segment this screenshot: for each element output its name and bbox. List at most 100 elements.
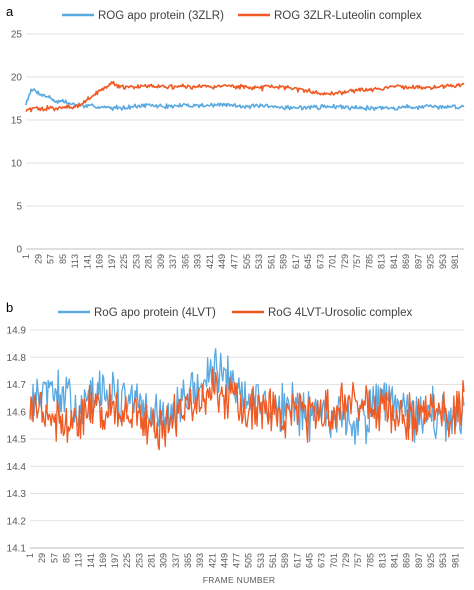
x-tick-label-a-20: 561 <box>266 254 276 269</box>
panel-label-b: b <box>6 300 13 315</box>
x-tick-label-b-0: 1 <box>25 553 35 558</box>
x-tick-label-b-31: 869 <box>402 553 412 568</box>
y-axis-a: 0 5 10 15 20 25 <box>11 30 23 256</box>
x-tick-label-b-2: 57 <box>49 553 59 563</box>
x-axis-a: 1 29 57 85 113 141 169 197 225 253 281 309 337 365 393… <box>21 248 464 269</box>
x-tick-label-a-18: 505 <box>242 254 252 269</box>
x-tick-label-b-34: 953 <box>438 553 448 568</box>
y-tick-label-b-7: 14.8 <box>7 353 27 364</box>
x-tick-label-b-25: 701 <box>329 553 339 568</box>
y-tick-label-a-4: 20 <box>11 73 23 84</box>
plot-area-a <box>25 80 465 113</box>
x-tick-label-b-23: 645 <box>304 553 314 568</box>
x-tick-label-a-16: 449 <box>217 254 227 269</box>
x-tick-label-b-7: 197 <box>110 553 120 568</box>
y-tick-label-b-2: 14.3 <box>7 489 27 500</box>
chart-panel-a: a ROG apo protein (3ZLR) ROG 3ZLR-Luteol… <box>6 4 465 269</box>
x-tick-label-a-15: 421 <box>205 254 215 269</box>
y-tick-label-a-1: 5 <box>16 202 22 213</box>
x-tick-label-a-21: 589 <box>279 254 289 269</box>
legend-label-b-0: RoG apo protein (4LVT) <box>94 307 216 319</box>
x-tick-label-b-6: 169 <box>98 553 108 568</box>
x-tick-label-a-9: 253 <box>131 254 141 269</box>
y-tick-label-b-1: 14.2 <box>7 516 27 527</box>
legend-a: ROG apo protein (3ZLR) ROG 3ZLR-Luteolin… <box>62 10 422 22</box>
x-tick-label-b-4: 113 <box>74 553 84 567</box>
x-tick-label-b-12: 337 <box>171 553 181 568</box>
x-tick-label-a-24: 673 <box>315 254 325 269</box>
x-tick-label-a-25: 701 <box>328 254 338 269</box>
x-tick-label-b-28: 785 <box>365 553 375 568</box>
panel-label-a: a <box>6 4 14 19</box>
x-tick-label-b-33: 925 <box>426 553 436 568</box>
x-tick-label-a-22: 617 <box>291 254 301 269</box>
x-tick-label-a-28: 785 <box>364 254 374 269</box>
x-tick-label-b-30: 841 <box>390 553 400 568</box>
x-tick-label-a-8: 225 <box>119 254 129 269</box>
y-tick-label-b-0: 14.1 <box>7 544 27 555</box>
x-tick-label-a-30: 841 <box>389 254 399 269</box>
legend-label-a-0: ROG apo protein (3ZLR) <box>98 10 224 22</box>
x-tick-label-b-8: 225 <box>122 553 132 568</box>
x-tick-label-b-19: 533 <box>256 553 266 568</box>
x-tick-label-a-23: 645 <box>303 254 313 269</box>
x-tick-label-b-26: 729 <box>341 553 351 568</box>
x-tick-label-b-27: 757 <box>353 553 363 568</box>
x-tick-label-a-7: 197 <box>107 254 117 269</box>
x-tick-label-a-10: 281 <box>144 254 154 269</box>
x-tick-label-b-21: 589 <box>280 553 290 568</box>
x-tick-label-a-2: 57 <box>46 254 56 264</box>
chart-panel-b: b RoG apo protein (4LVT) RoG 4LVT-Urosol… <box>6 300 465 585</box>
x-tick-label-a-31: 869 <box>401 254 411 269</box>
series-line-b-1 <box>29 368 465 451</box>
x-tick-label-a-35: 981 <box>450 254 460 269</box>
x-tick-label-b-14: 393 <box>195 553 205 568</box>
y-tick-label-b-5: 14.6 <box>7 407 27 418</box>
x-tick-label-b-5: 141 <box>86 553 96 568</box>
legend-label-a-1: ROG 3ZLR-Luteolin complex <box>274 10 422 22</box>
y-tick-label-a-5: 25 <box>11 30 23 41</box>
x-axis-title-b: FRAME NUMBER <box>203 575 276 585</box>
x-tick-label-a-6: 169 <box>95 254 105 269</box>
x-tick-label-b-24: 673 <box>317 553 327 568</box>
series-line-a-1 <box>25 80 465 113</box>
x-tick-label-b-1: 29 <box>37 553 47 563</box>
x-tick-label-a-3: 85 <box>58 254 68 264</box>
y-tick-label-b-6: 14.7 <box>7 380 27 391</box>
x-tick-label-a-26: 729 <box>340 254 350 269</box>
series-line-a-0 <box>25 88 465 112</box>
legend-b: RoG apo protein (4LVT) RoG 4LVT-Urosolic… <box>58 307 412 319</box>
x-tick-label-a-0: 1 <box>21 254 31 259</box>
x-tick-label-a-12: 337 <box>168 254 178 269</box>
x-tick-label-a-27: 757 <box>352 254 362 269</box>
x-tick-label-a-14: 393 <box>193 254 203 269</box>
x-tick-label-b-20: 561 <box>268 553 278 568</box>
x-tick-label-b-22: 617 <box>292 553 302 568</box>
x-tick-label-a-13: 365 <box>180 254 190 269</box>
x-tick-label-b-9: 253 <box>134 553 144 568</box>
legend-label-b-1: RoG 4LVT-Urosolic complex <box>268 307 412 319</box>
y-tick-label-a-2: 10 <box>11 159 23 170</box>
x-tick-label-a-34: 953 <box>438 254 448 269</box>
y-tick-label-b-3: 14.4 <box>7 462 27 473</box>
x-tick-label-b-32: 897 <box>414 553 424 568</box>
x-tick-label-b-3: 85 <box>61 553 71 563</box>
x-tick-label-b-17: 477 <box>232 553 242 568</box>
x-tick-label-a-29: 813 <box>377 254 387 269</box>
x-tick-label-a-4: 113 <box>70 254 80 268</box>
x-tick-label-a-5: 141 <box>82 254 92 269</box>
x-tick-label-b-11: 309 <box>159 553 169 568</box>
y-tick-label-a-0: 0 <box>16 245 22 256</box>
y-tick-label-b-4: 14.5 <box>7 435 27 446</box>
x-tick-label-a-17: 477 <box>229 254 239 269</box>
x-tick-label-a-1: 29 <box>33 254 43 264</box>
x-tick-label-b-35: 981 <box>450 553 460 568</box>
x-tick-label-b-16: 449 <box>219 553 229 568</box>
y-tick-label-a-3: 15 <box>11 116 23 127</box>
x-tick-label-b-10: 281 <box>147 553 157 568</box>
series-line-b-0 <box>29 347 465 445</box>
x-tick-label-a-33: 925 <box>426 254 436 269</box>
x-tick-label-a-32: 897 <box>413 254 423 269</box>
